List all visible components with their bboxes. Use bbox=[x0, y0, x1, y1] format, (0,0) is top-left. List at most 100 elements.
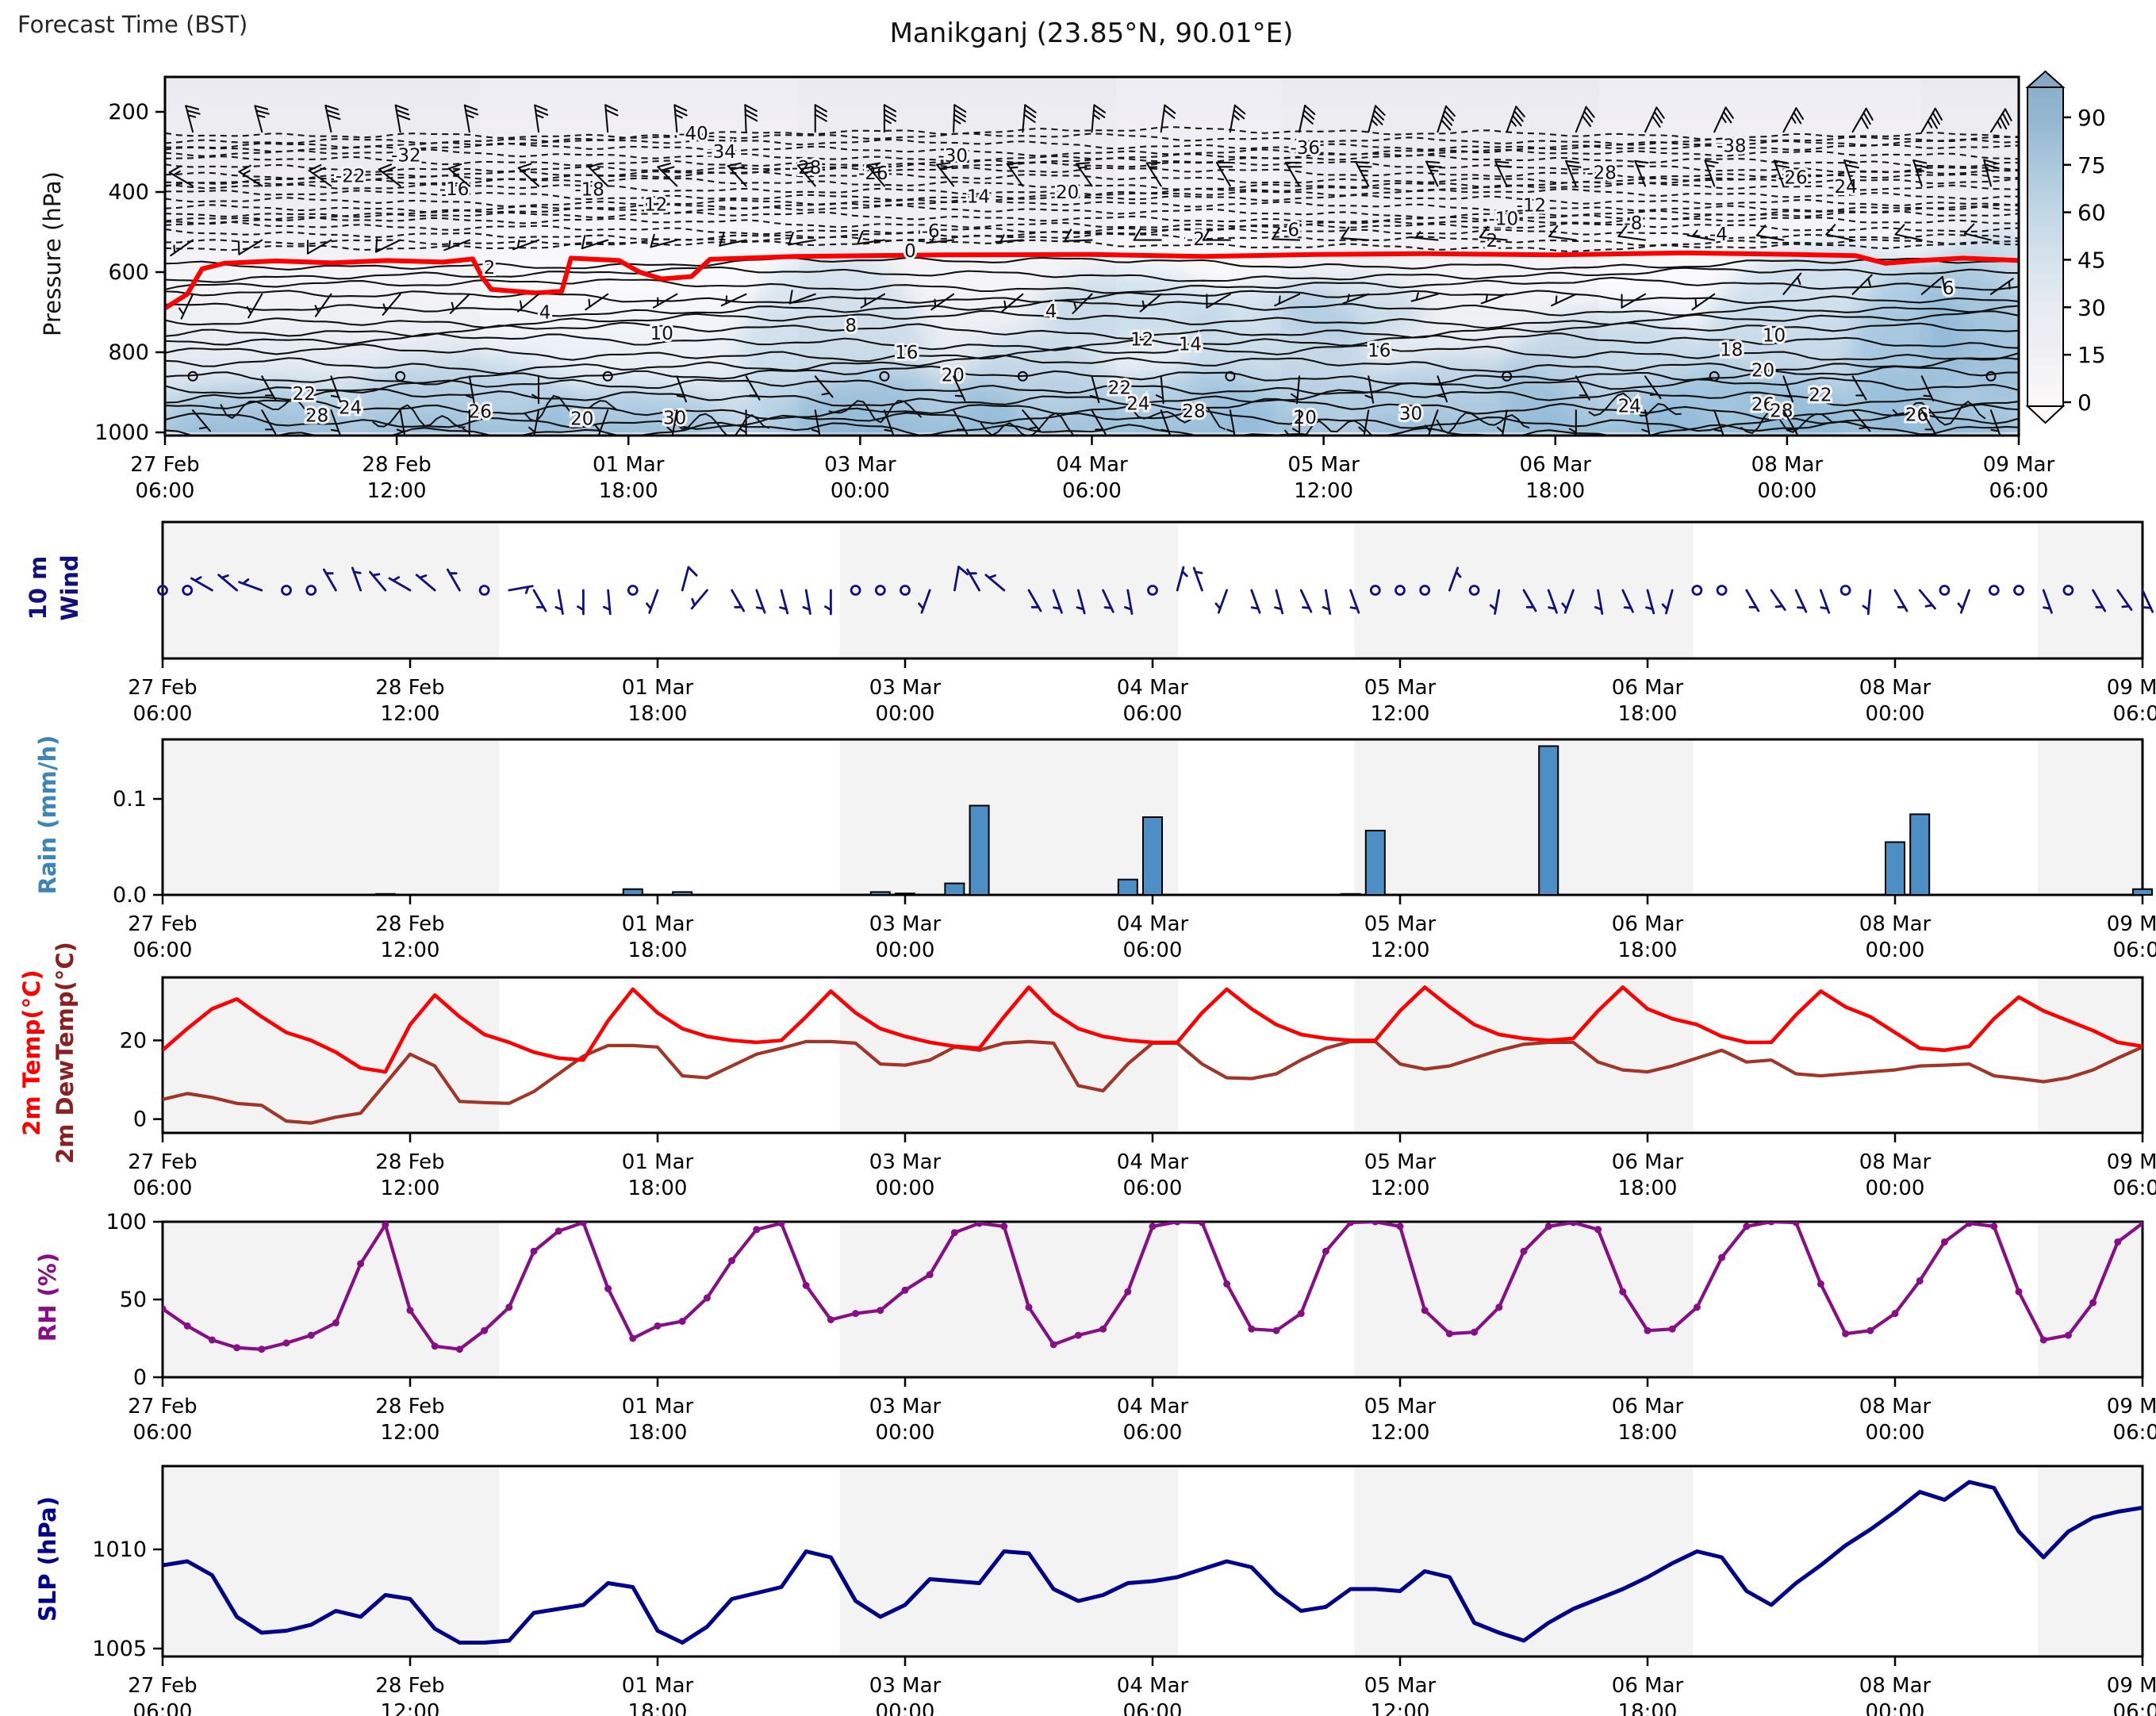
svg-text:1010: 1010 bbox=[92, 1537, 147, 1562]
svg-text:00:00: 00:00 bbox=[831, 479, 890, 503]
svg-text:08 Mar: 08 Mar bbox=[1859, 1150, 1932, 1174]
svg-text:00:00: 00:00 bbox=[876, 1177, 935, 1200]
svg-text:06:00: 06:00 bbox=[2113, 702, 2156, 726]
svg-text:03 Mar: 03 Mar bbox=[869, 1395, 942, 1418]
svg-text:22: 22 bbox=[1809, 386, 1832, 406]
svg-text:01 Mar: 01 Mar bbox=[622, 676, 694, 700]
svg-text:-40: -40 bbox=[678, 124, 708, 144]
svg-text:12:00: 12:00 bbox=[381, 1177, 440, 1200]
svg-text:22: 22 bbox=[1108, 378, 1131, 398]
svg-text:10: 10 bbox=[1763, 325, 1786, 346]
svg-text:06:00: 06:00 bbox=[133, 1177, 193, 1200]
svg-text:1000: 1000 bbox=[94, 420, 149, 445]
svg-text:-32: -32 bbox=[391, 146, 421, 167]
svg-text:0: 0 bbox=[133, 1365, 147, 1390]
svg-text:0.0: 0.0 bbox=[113, 883, 147, 908]
svg-text:01 Mar: 01 Mar bbox=[622, 1674, 694, 1698]
svg-text:0: 0 bbox=[2077, 390, 2092, 416]
svg-text:12:00: 12:00 bbox=[1371, 939, 1430, 962]
svg-text:20: 20 bbox=[1294, 408, 1317, 428]
svg-text:-14: -14 bbox=[960, 187, 990, 208]
svg-text:12:00: 12:00 bbox=[1294, 479, 1353, 503]
svg-text:16: 16 bbox=[1368, 340, 1391, 361]
svg-text:-18: -18 bbox=[574, 179, 604, 200]
svg-text:-12: -12 bbox=[638, 195, 668, 216]
svg-text:06 Mar: 06 Mar bbox=[1612, 676, 1684, 700]
svg-text:08 Mar: 08 Mar bbox=[1859, 676, 1932, 700]
svg-text:06:00: 06:00 bbox=[1989, 479, 2049, 503]
svg-text:06 Mar: 06 Mar bbox=[1612, 912, 1684, 936]
rh-colorbar: 0 15 30 45 60 75 90 bbox=[2025, 70, 2106, 424]
svg-text:06:00: 06:00 bbox=[1123, 1700, 1183, 1716]
svg-text:18:00: 18:00 bbox=[628, 1421, 688, 1445]
svg-text:05 Mar: 05 Mar bbox=[1364, 1395, 1437, 1418]
svg-text:15: 15 bbox=[2077, 342, 2106, 368]
svg-text:60: 60 bbox=[2077, 200, 2106, 226]
svg-text:18:00: 18:00 bbox=[1618, 939, 1678, 962]
svg-text:05 Mar: 05 Mar bbox=[1287, 453, 1360, 477]
svg-text:28 Feb: 28 Feb bbox=[375, 1395, 444, 1418]
svg-text:0: 0 bbox=[133, 1108, 147, 1132]
svg-text:30: 30 bbox=[2077, 294, 2106, 321]
svg-text:-6: -6 bbox=[922, 221, 940, 242]
svg-text:90: 90 bbox=[2077, 105, 2106, 131]
svg-text:0: 0 bbox=[904, 241, 916, 262]
svg-text:600: 600 bbox=[108, 260, 149, 285]
svg-text:28 Feb: 28 Feb bbox=[375, 1150, 444, 1174]
svg-text:-2: -2 bbox=[1479, 231, 1498, 251]
svg-text:09 Mar: 09 Mar bbox=[2107, 676, 2156, 700]
svg-text:20: 20 bbox=[570, 409, 593, 429]
svg-text:8: 8 bbox=[845, 316, 857, 336]
svg-text:01 Mar: 01 Mar bbox=[622, 1395, 694, 1418]
svg-text:03 Mar: 03 Mar bbox=[869, 1674, 942, 1698]
svg-text:00:00: 00:00 bbox=[1757, 479, 1816, 503]
svg-text:22: 22 bbox=[293, 384, 316, 405]
svg-text:06:00: 06:00 bbox=[2113, 1700, 2156, 1716]
svg-text:4: 4 bbox=[539, 303, 551, 324]
svg-text:08 Mar: 08 Mar bbox=[1751, 453, 1824, 477]
svg-text:00:00: 00:00 bbox=[876, 702, 935, 726]
svg-text:06:00: 06:00 bbox=[2113, 939, 2156, 962]
svg-text:28 Feb: 28 Feb bbox=[375, 1674, 444, 1698]
svg-text:27 Feb: 27 Feb bbox=[128, 1674, 197, 1698]
svg-text:-10: -10 bbox=[1489, 209, 1519, 229]
svg-text:05 Mar: 05 Mar bbox=[1364, 912, 1437, 936]
svg-text:12:00: 12:00 bbox=[381, 702, 440, 726]
svg-text:18:00: 18:00 bbox=[1618, 1421, 1678, 1445]
svg-text:00:00: 00:00 bbox=[1866, 1177, 1925, 1200]
svg-text:16: 16 bbox=[895, 343, 918, 363]
svg-text:00:00: 00:00 bbox=[876, 939, 935, 962]
svg-text:12:00: 12:00 bbox=[1371, 1700, 1430, 1716]
svg-text:200: 200 bbox=[108, 100, 149, 125]
svg-text:-34: -34 bbox=[706, 142, 736, 163]
svg-text:27 Feb: 27 Feb bbox=[128, 1395, 197, 1418]
svg-text:-28: -28 bbox=[1586, 163, 1617, 183]
svg-text:18:00: 18:00 bbox=[1618, 1700, 1678, 1716]
svg-text:400: 400 bbox=[108, 180, 149, 205]
svg-text:18:00: 18:00 bbox=[1618, 1177, 1678, 1200]
svg-text:03 Mar: 03 Mar bbox=[869, 912, 942, 936]
svg-text:03 Mar: 03 Mar bbox=[869, 1150, 942, 1174]
svg-text:26: 26 bbox=[1751, 395, 1774, 416]
svg-text:05 Mar: 05 Mar bbox=[1364, 1674, 1437, 1698]
svg-text:12:00: 12:00 bbox=[1371, 702, 1430, 726]
svg-text:06:00: 06:00 bbox=[133, 939, 193, 962]
svg-text:-36: -36 bbox=[1290, 138, 1320, 159]
svg-text:08 Mar: 08 Mar bbox=[1859, 912, 1932, 936]
svg-text:20: 20 bbox=[120, 1028, 147, 1053]
svg-text:-20: -20 bbox=[1049, 182, 1080, 203]
svg-text:00:00: 00:00 bbox=[1866, 939, 1925, 962]
svg-text:03 Mar: 03 Mar bbox=[869, 676, 942, 700]
svg-text:09 Mar: 09 Mar bbox=[2107, 1150, 2156, 1174]
svg-text:-16: -16 bbox=[439, 179, 470, 200]
svg-text:04 Mar: 04 Mar bbox=[1117, 912, 1189, 936]
svg-text:14: 14 bbox=[1179, 334, 1202, 355]
svg-text:06:00: 06:00 bbox=[1123, 1177, 1183, 1200]
svg-text:18:00: 18:00 bbox=[628, 1177, 688, 1200]
svg-text:-24: -24 bbox=[1828, 177, 1858, 198]
svg-text:00:00: 00:00 bbox=[876, 1421, 935, 1445]
svg-text:100: 100 bbox=[105, 1210, 147, 1234]
svg-text:-12: -12 bbox=[1517, 196, 1547, 217]
